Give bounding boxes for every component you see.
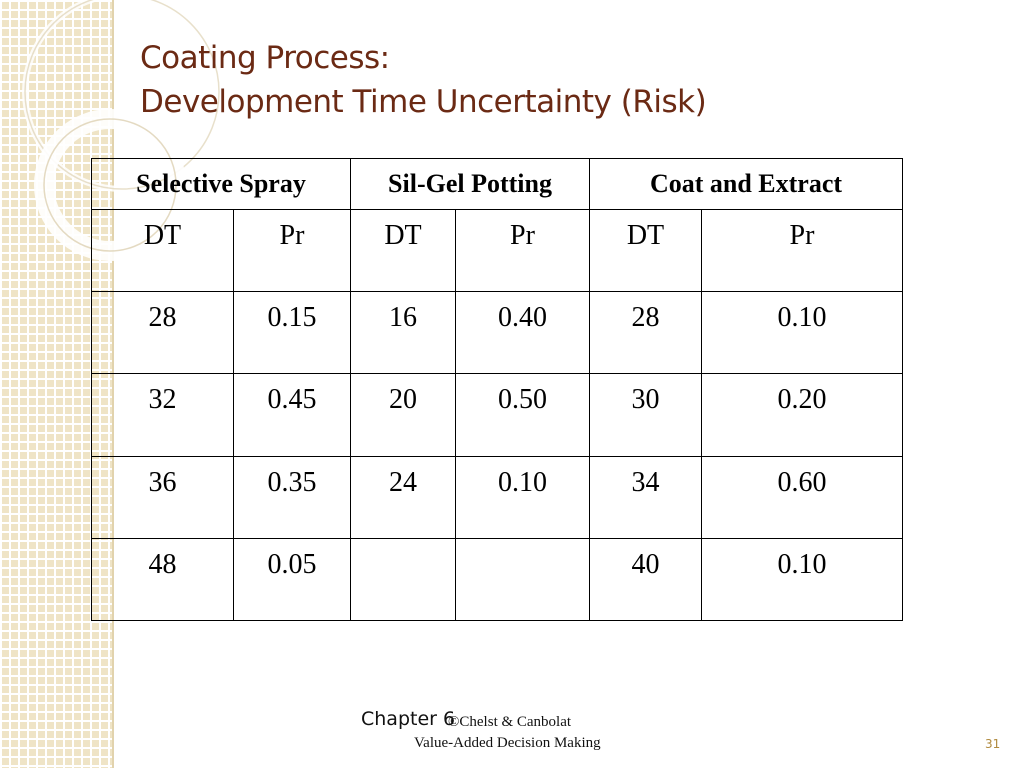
group-header-sil-gel-potting: Sil-Gel Potting [350,157,590,211]
table-cell: 0.15 [233,291,351,375]
footer-authors: ©Chelst & Canbolat [448,714,572,730]
subheader-cell: Pr [233,209,351,293]
table-row: 32 0.45 20 0.50 30 0.20 [91,373,903,457]
table-cell: 0.20 [701,373,903,457]
table-cell: 0.10 [701,291,903,375]
subheader-cell: Pr [455,209,590,293]
table-cell: 0.35 [233,455,351,539]
table-cell: 28 [589,291,702,375]
footer-book-title: Value-Added Decision Making [414,735,601,751]
table-cell: 40 [589,537,702,622]
table-cell: 20 [350,373,456,457]
table-cell: 48 [91,537,234,622]
table-cell [350,537,456,622]
group-header-selective-spray: Selective Spray [91,157,351,211]
table-cell: 32 [91,373,234,457]
development-time-table: Selective Spray Sil-Gel Potting Coat and… [91,157,903,622]
table-cell: 0.40 [455,291,590,375]
table-group-header-row: Selective Spray Sil-Gel Potting Coat and… [91,157,903,211]
slide-title: Coating Process: Development Time Uncert… [140,36,707,124]
table-subheader-row: DT Pr DT Pr DT Pr [91,209,903,293]
slide-title-line-1: Coating Process: [140,40,390,76]
table-cell: 0.60 [701,455,903,539]
subheader-cell: DT [91,209,234,293]
table-cell: 0.05 [233,537,351,622]
slide-title-line-2: Development Time Uncertainty (Risk) [140,84,707,120]
table-row: 36 0.35 24 0.10 34 0.60 [91,455,903,539]
table-cell: 0.10 [701,537,903,622]
subheader-cell: Pr [701,209,903,293]
table-cell: 36 [91,455,234,539]
table-cell [455,537,590,622]
subheader-cell: DT [350,209,456,293]
table-cell: 0.10 [455,455,590,539]
page-number: 31 [985,737,1001,751]
table-cell: 24 [350,455,456,539]
table-row: 28 0.15 16 0.40 28 0.10 [91,291,903,375]
footer-chapter: Chapter 6 [361,708,456,730]
table-cell: 34 [589,455,702,539]
table-cell: 28 [91,291,234,375]
table-cell: 0.50 [455,373,590,457]
table-cell: 0.45 [233,373,351,457]
table-cell: 30 [589,373,702,457]
table-row: 48 0.05 40 0.10 [91,537,903,622]
table-cell: 16 [350,291,456,375]
group-header-coat-and-extract: Coat and Extract [589,157,903,211]
subheader-cell: DT [589,209,702,293]
